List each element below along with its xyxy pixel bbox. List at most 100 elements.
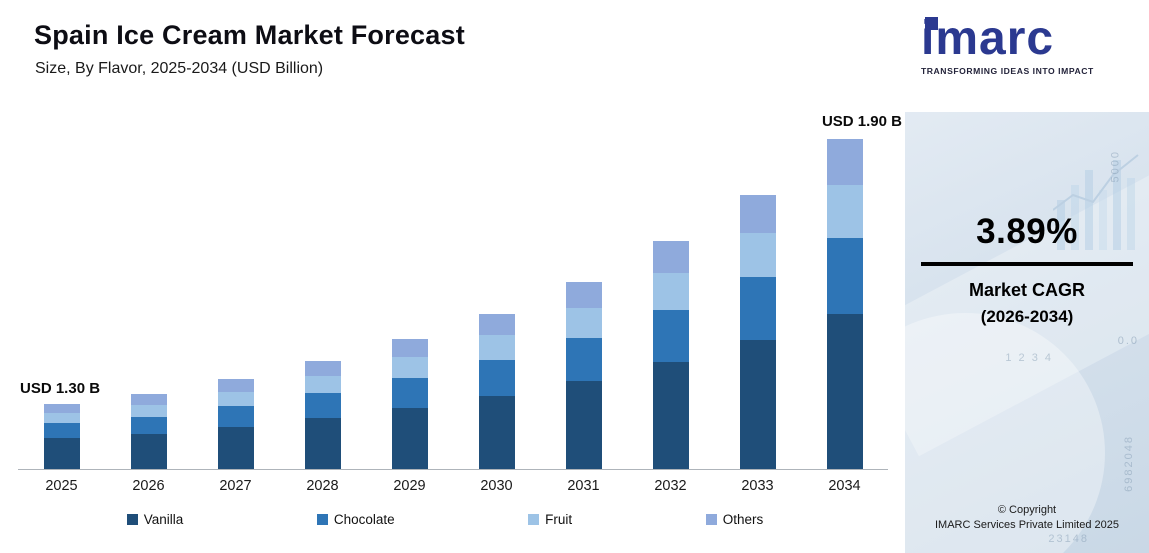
legend-swatch-fruit [528, 514, 540, 525]
x-axis-label-2026: 2026 [132, 478, 165, 494]
segment-chocolate-2034 [826, 238, 863, 314]
annotation-first-bar: USD 1.30 B [20, 380, 101, 397]
segment-chocolate-2030 [478, 360, 515, 396]
segment-fruit-2027 [217, 392, 254, 406]
x-axis-label-2025: 2025 [45, 478, 78, 494]
segment-fruit-2031 [565, 308, 602, 338]
segment-others-2027 [217, 379, 254, 392]
segment-chocolate-2027 [217, 406, 254, 427]
page-subtitle: Size, By Flavor, 2025-2034 (USD Billion) [35, 60, 324, 77]
segment-others-2025 [43, 404, 80, 413]
annotation-last-bar: USD 1.90 B [821, 113, 902, 130]
segment-vanilla-2026 [130, 434, 167, 469]
copyright-line1: © Copyright [997, 504, 1057, 516]
legend-swatch-chocolate [316, 514, 328, 525]
legend-item-chocolate: Chocolate [316, 512, 395, 527]
segment-vanilla-2029 [391, 408, 428, 469]
legend-label-fruit: Fruit [545, 512, 573, 527]
stacked-bar-chart: USD 1.30 B USD 1.90 B [18, 109, 902, 470]
decorative-mini-chart [1053, 154, 1139, 250]
cagr-label: Market CAGR [968, 280, 1086, 300]
segment-vanilla-2027 [217, 427, 254, 469]
bars-container [18, 109, 888, 469]
segment-fruit-2025 [43, 413, 80, 423]
page-title: Spain Ice Cream Market Forecast [34, 20, 465, 50]
x-axis-label-2034: 2034 [828, 478, 861, 494]
copyright-line2: IMARC Services Private Limited 2025 [934, 519, 1119, 531]
decorative-number: 6982048 [1123, 435, 1135, 492]
imarc-logo-text: imarc [921, 12, 1055, 65]
bar-2030 [453, 109, 540, 469]
segment-vanilla-2030 [478, 396, 515, 469]
bar-2026 [105, 109, 192, 469]
segment-fruit-2029 [391, 357, 428, 378]
legend-label-chocolate: Chocolate [333, 512, 395, 527]
segment-vanilla-2033 [739, 340, 776, 469]
decorative-number: 1 2 3 4 [1005, 352, 1053, 364]
brand-sidebar: 0.0 1 2 3 4 6982048 23148 5000 imarc TRA… [905, 0, 1149, 553]
legend-label-vanilla: Vanilla [143, 512, 184, 527]
decorative-number: 5000 [1109, 150, 1121, 183]
segment-chocolate-2033 [739, 277, 776, 340]
legend-item-vanilla: Vanilla [126, 512, 184, 527]
segment-chocolate-2032 [652, 310, 689, 362]
bar-2029 [366, 109, 453, 469]
segment-chocolate-2031 [565, 338, 602, 381]
logo-card: imarc TRANSFORMING IDEAS INTO IMPACT [905, 0, 1149, 112]
legend-item-others: Others [705, 512, 764, 527]
bar-2025 [18, 109, 105, 469]
segment-others-2030 [478, 314, 515, 335]
segment-fruit-2028 [304, 376, 341, 393]
cagr-period: (2026-2034) [980, 307, 1074, 326]
chart-panel: Spain Ice Cream Market Forecast Size, By… [18, 20, 902, 527]
segment-fruit-2030 [478, 335, 515, 360]
segment-fruit-2033 [739, 233, 776, 277]
copyright: © Copyright IMARC Services Private Limit… [905, 504, 1149, 531]
bar-2028 [279, 109, 366, 469]
x-axis-label-2030: 2030 [480, 478, 513, 494]
segment-fruit-2026 [130, 405, 167, 417]
segment-others-2033 [739, 195, 776, 233]
segment-vanilla-2032 [652, 362, 689, 469]
segment-vanilla-2025 [43, 438, 80, 469]
segment-others-2026 [130, 394, 167, 405]
decorative-number: 23148 [1048, 533, 1089, 545]
imarc-logo-dot-icon [925, 17, 938, 30]
brand-tagline: TRANSFORMING IDEAS INTO IMPACT [921, 66, 1094, 77]
segment-others-2029 [391, 339, 428, 357]
bar-2027 [192, 109, 279, 469]
segment-others-2028 [304, 361, 341, 376]
x-axis-labels: 2025 2026 2027 2028 2029 2030 2031 2032 2033 2034 [18, 478, 888, 494]
segment-vanilla-2031 [565, 381, 602, 469]
bar-2033 [714, 109, 801, 469]
x-axis-label-2028: 2028 [306, 478, 339, 494]
legend-label-others: Others [722, 512, 764, 527]
x-axis-line [18, 469, 888, 470]
x-axis-label-2033: 2033 [741, 478, 774, 494]
cagr-value: 3.89% [976, 212, 1078, 251]
chart-legend: Vanilla Chocolate Fruit Others [60, 512, 830, 527]
segment-chocolate-2025 [43, 423, 80, 438]
segment-vanilla-2028 [304, 418, 341, 469]
bar-2031 [540, 109, 627, 469]
cagr-block: 3.89% Market CAGR (2026-2034) [905, 212, 1149, 327]
bar-2032 [627, 109, 714, 469]
segment-chocolate-2029 [391, 378, 428, 408]
bar-2034 [801, 109, 888, 469]
segment-vanilla-2034 [826, 314, 863, 469]
legend-swatch-others [705, 514, 717, 525]
segment-chocolate-2026 [130, 417, 167, 434]
x-axis-label-2029: 2029 [393, 478, 426, 494]
segment-fruit-2034 [826, 185, 863, 238]
decorative-number: 0.0 [1117, 335, 1139, 347]
segment-others-2031 [565, 282, 602, 308]
segment-fruit-2032 [652, 273, 689, 310]
segment-chocolate-2028 [304, 393, 341, 418]
legend-swatch-vanilla [126, 514, 138, 525]
cagr-divider [921, 262, 1133, 266]
imarc-logo: imarc [921, 8, 1054, 70]
segment-others-2034 [826, 139, 863, 185]
x-axis-label-2027: 2027 [219, 478, 252, 494]
segment-others-2032 [652, 241, 689, 273]
